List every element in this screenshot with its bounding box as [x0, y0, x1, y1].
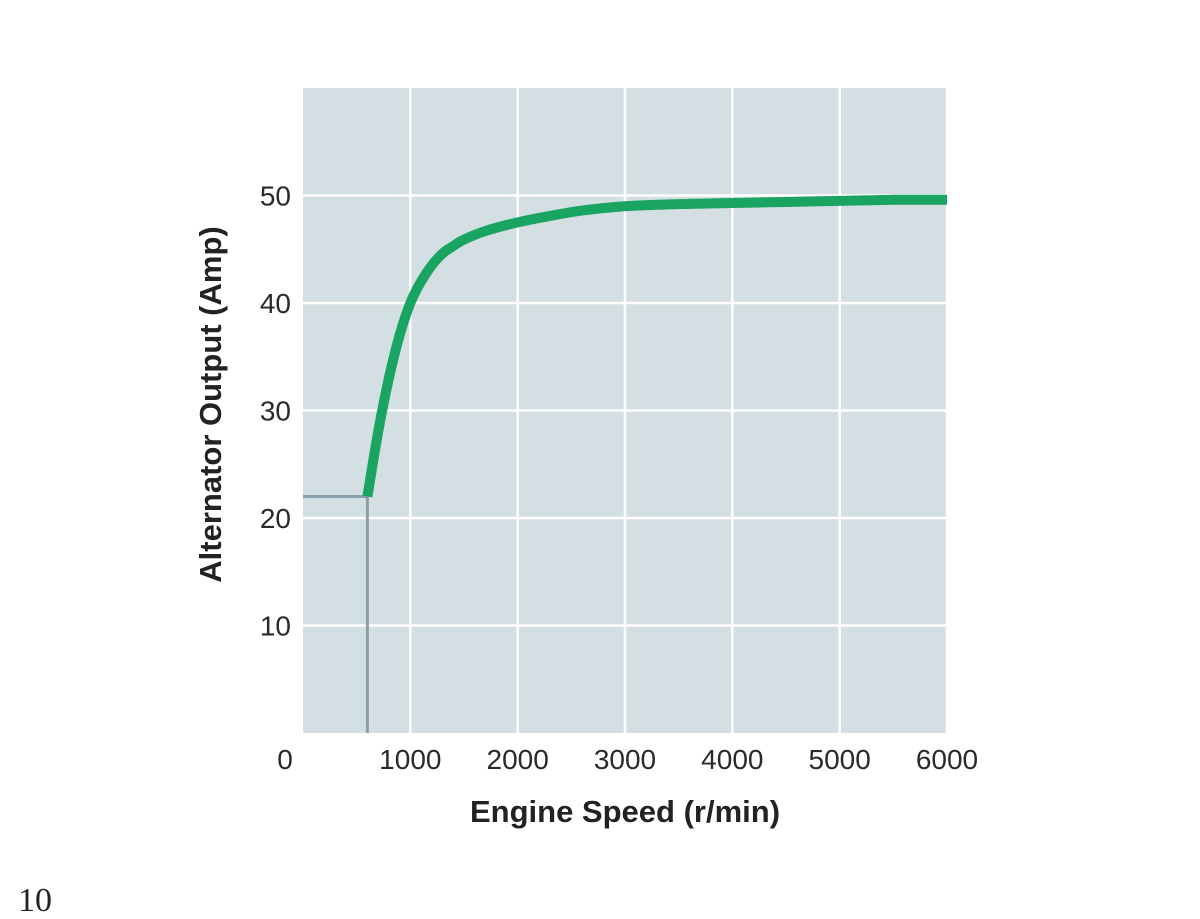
x-tick-label: 1000 [379, 744, 441, 775]
x-tick-label: 5000 [809, 744, 871, 775]
alternator-output-curve [362, 194, 948, 498]
grid [303, 88, 949, 733]
y-tick-label: 30 [260, 396, 291, 427]
x-tick-label: 3000 [594, 744, 656, 775]
reference-lines [303, 495, 369, 733]
page-number: 10 [18, 882, 52, 919]
y-tick-label: 20 [260, 503, 291, 534]
y-axis-ticks: 10 20 30 40 50 [260, 181, 291, 642]
y-tick-label: 10 [260, 611, 291, 642]
x-tick-label: 2000 [487, 744, 549, 775]
y-tick-label: 50 [260, 181, 291, 212]
series [362, 194, 948, 498]
x-tick-label: 0 [277, 744, 293, 775]
x-axis-ticks: 0 1000 2000 3000 4000 5000 6000 [277, 744, 978, 775]
y-axis-title: Alternator Output (Amp) [193, 226, 228, 582]
x-axis-title: Engine Speed (r/min) [470, 794, 780, 829]
x-tick-label: 6000 [916, 744, 978, 775]
y-tick-label: 40 [260, 288, 291, 319]
chart: 0 1000 2000 3000 4000 5000 6000 10 20 30 40 50 Eng… [193, 88, 978, 829]
x-tick-label: 4000 [701, 744, 763, 775]
